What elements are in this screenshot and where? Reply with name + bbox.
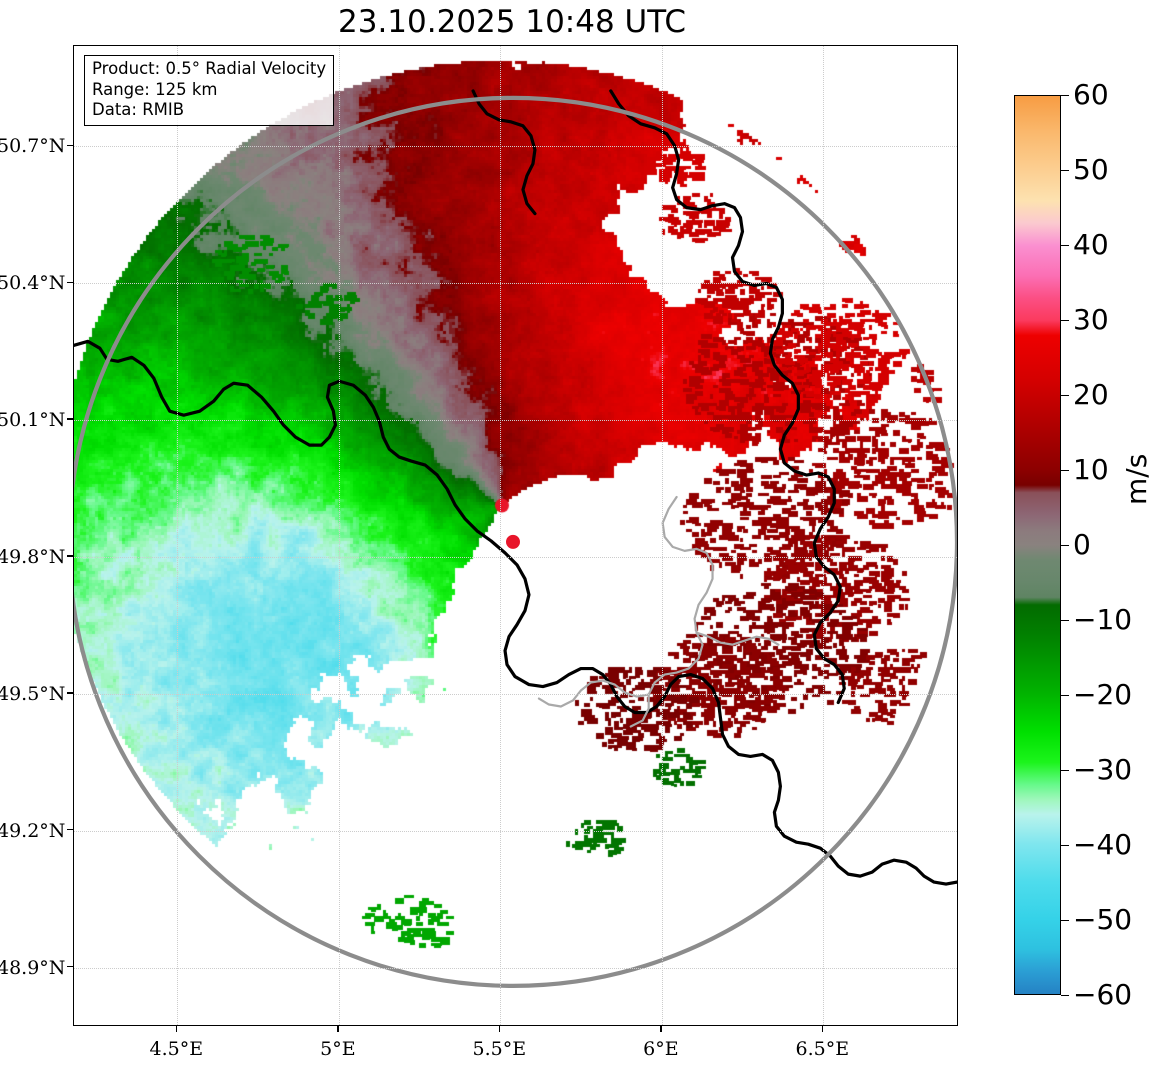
lat-axis-label: 50.7°N [0, 135, 66, 158]
colorbar-tick-label: 40 [1073, 228, 1109, 261]
product-info-box: Product: 0.5° Radial Velocity Range: 125… [84, 55, 335, 126]
lat-tick [67, 418, 73, 420]
lat-axis-label: 50.1°N [0, 409, 66, 432]
info-product-line: Product: 0.5° Radial Velocity [92, 59, 327, 78]
lat-axis-label: 48.9°N [0, 956, 66, 979]
lat-tick [67, 555, 73, 557]
lon-axis-label: 5.5°E [472, 1038, 527, 1060]
colorbar-unit-label: m/s [1120, 453, 1153, 505]
lat-tick [67, 144, 73, 147]
colorbar-tick [1061, 695, 1069, 696]
lat-tick [67, 281, 73, 283]
colorbar-tick-label: −20 [1073, 678, 1133, 711]
colorbar-tick [1061, 545, 1069, 546]
colorbar-gradient [1014, 95, 1061, 995]
colorbar-tick-label: −30 [1073, 753, 1133, 786]
colorbar-tick [1061, 395, 1069, 396]
colorbar-tick-label: 60 [1073, 78, 1109, 111]
colorbar-tick-label: −50 [1073, 903, 1133, 936]
colorbar: 60 50 40 30 20 10 0 −10 −20 −30 −40 −50 −60 [1014, 81, 1132, 1009]
radar-plot-canvas [74, 46, 957, 1025]
colorbar-tick-label: −40 [1073, 828, 1133, 861]
colorbar-tick [1061, 770, 1069, 771]
lon-tick [337, 1026, 339, 1032]
lon-axis-label: 6.5°E [795, 1038, 850, 1060]
lat-axis-label: 50.4°N [0, 272, 66, 295]
lat-axis-label: 49.2°N [0, 819, 66, 842]
lon-tick [821, 1026, 824, 1032]
radar-site-marker [506, 534, 520, 549]
colorbar-tick [1061, 620, 1069, 621]
colorbar-tick-label: −10 [1073, 603, 1133, 636]
colorbar-tick-label: 50 [1073, 153, 1109, 186]
colorbar-tick [1061, 95, 1069, 96]
colorbar-tick [1061, 470, 1069, 471]
colorbar-tick [1061, 920, 1069, 921]
colorbar-tick-label: 30 [1073, 303, 1109, 336]
lat-tick [67, 965, 73, 968]
colorbar-tick-label: −60 [1073, 978, 1133, 1011]
info-data-line: Data: RMIB [92, 100, 185, 119]
lon-tick [175, 1026, 178, 1032]
lon-axis-label: 4.5°E [149, 1038, 204, 1060]
page-title: 23.10.2025 10:48 UTC [338, 4, 686, 40]
lat-axis-label: 49.5°N [0, 682, 66, 705]
colorbar-tick [1061, 995, 1069, 996]
colorbar-tick-label: 20 [1073, 378, 1109, 411]
colorbar-tick [1061, 245, 1069, 246]
range-ring [74, 95, 957, 988]
colorbar-tick [1061, 845, 1069, 846]
radar-plot-panel [73, 45, 958, 1026]
lon-axis-label: 5°E [320, 1038, 356, 1060]
geography-overlay [74, 89, 957, 988]
lon-axis-label: 6°E [643, 1038, 679, 1060]
lon-tick [660, 1026, 662, 1032]
colorbar-tick-label: 0 [1073, 528, 1091, 561]
colorbar-tick-label: 10 [1073, 453, 1109, 486]
colorbar-tick [1061, 170, 1069, 171]
lon-tick [498, 1026, 501, 1032]
colorbar-tick [1061, 320, 1069, 321]
lat-axis-label: 49.8°N [0, 546, 66, 569]
info-range-line: Range: 125 km [92, 79, 218, 99]
lat-tick [67, 692, 73, 694]
lat-tick [67, 829, 73, 831]
